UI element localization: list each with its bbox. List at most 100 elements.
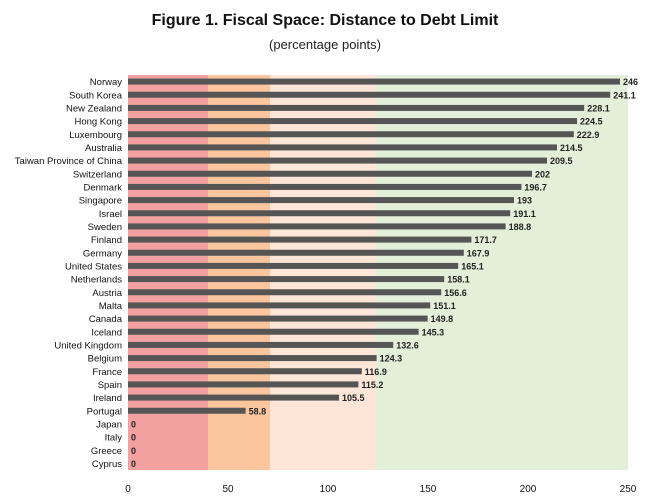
x-tick-label: 100: [320, 484, 337, 495]
background-zone-2: [208, 75, 270, 470]
value-label: 171.7: [474, 235, 497, 245]
bar: [128, 315, 428, 322]
category-label: Spain: [98, 380, 122, 391]
value-label: 158.1: [447, 275, 470, 285]
chart-title: Figure 1. Fiscal Space: Distance to Debt…: [151, 12, 499, 29]
background-zones: [128, 75, 628, 470]
bar: [128, 407, 246, 414]
bar: [128, 223, 506, 230]
bar: [128, 368, 362, 375]
category-label: Greece: [91, 446, 122, 457]
category-label: Netherlands: [71, 275, 122, 286]
category-label: Belgium: [88, 354, 122, 365]
bar: [128, 170, 532, 177]
value-label: 132.6: [396, 340, 419, 350]
value-label: 241.1: [613, 90, 636, 100]
value-label: 156.6: [444, 288, 467, 298]
value-label: 193: [517, 196, 532, 206]
value-label: 0: [131, 433, 136, 443]
category-label: Iceland: [91, 327, 122, 338]
bar: [128, 262, 459, 269]
category-label: Taiwan Province of China: [15, 156, 123, 167]
category-label: Canada: [89, 314, 123, 325]
bar: [128, 183, 522, 190]
category-label: South Korea: [69, 90, 123, 101]
bar: [128, 78, 620, 85]
value-label: 202: [535, 169, 550, 179]
value-label: 0: [131, 459, 136, 469]
value-label: 151.1: [433, 301, 456, 311]
chart-subtitle: (percentage points): [268, 37, 381, 52]
bar: [128, 210, 511, 217]
value-label: 115.2: [361, 380, 383, 390]
value-label: 0: [131, 446, 136, 456]
background-zone-3: [270, 75, 376, 470]
value-label: 149.8: [431, 314, 454, 324]
bar: [128, 328, 419, 335]
category-label: Australia: [85, 143, 123, 154]
value-label: 224.5: [580, 117, 603, 127]
bar: [128, 104, 585, 111]
category-label: France: [92, 367, 122, 378]
category-label: Japan: [96, 419, 122, 430]
x-tick-label: 0: [125, 484, 131, 495]
value-label: 188.8: [509, 222, 532, 232]
value-label: 116.9: [365, 367, 387, 377]
bar: [128, 341, 394, 348]
category-label: United Kingdom: [54, 340, 122, 351]
category-label: Norway: [90, 77, 122, 88]
bar: [128, 276, 445, 283]
bar: [128, 289, 442, 296]
value-label: 191.1: [513, 209, 536, 219]
x-tick-label: 250: [620, 484, 637, 495]
category-label: Austria: [92, 288, 122, 299]
category-label: Cyprus: [92, 459, 122, 470]
value-label: 222.9: [577, 130, 600, 140]
bar: [128, 394, 339, 401]
category-label: Switzerland: [73, 169, 122, 180]
category-label: Finland: [91, 235, 122, 246]
bar: [128, 197, 514, 204]
value-label: 228.1: [587, 103, 610, 113]
category-labels: Norway South Korea New Zealand Hong Kong Lux…: [15, 77, 123, 470]
value-label: 105.5: [342, 393, 365, 403]
category-label: Israel: [99, 209, 122, 220]
x-tick-label: 200: [520, 484, 537, 495]
bar: [128, 381, 359, 388]
value-label: 0: [131, 419, 136, 429]
category-label: Singapore: [79, 196, 122, 207]
category-label: United States: [65, 261, 122, 272]
x-tick-label: 150: [420, 484, 437, 495]
category-label: Italy: [105, 433, 123, 444]
x-axis-ticks: 0 50 100 150 200 250: [125, 484, 637, 495]
background-zone-1: [128, 75, 208, 470]
bar: [128, 144, 557, 151]
category-label: Malta: [99, 301, 123, 312]
value-label: 196.7: [524, 182, 547, 192]
x-tick-label: 50: [222, 484, 234, 495]
bar: [128, 355, 377, 362]
value-label: 246: [623, 77, 638, 87]
bars: [128, 78, 620, 414]
value-label: 58.8: [249, 406, 267, 416]
bar: [128, 157, 547, 164]
category-label: New Zealand: [66, 103, 122, 114]
category-label: Sweden: [88, 222, 122, 233]
value-label: 124.3: [380, 354, 403, 364]
value-label: 209.5: [550, 156, 573, 166]
bar: [128, 249, 464, 256]
category-label: Portugal: [87, 406, 122, 417]
category-label: Luxembourg: [69, 130, 122, 141]
background-zone-4: [376, 75, 628, 470]
category-label: Denmark: [83, 182, 122, 193]
value-label: 145.3: [422, 327, 445, 337]
bar: [128, 131, 574, 138]
value-label: 165.1: [461, 261, 484, 271]
value-label: 167.9: [467, 248, 490, 258]
value-label: 214.5: [560, 143, 583, 153]
category-label: Ireland: [93, 393, 122, 404]
bar: [128, 118, 577, 125]
bar: [128, 91, 611, 98]
